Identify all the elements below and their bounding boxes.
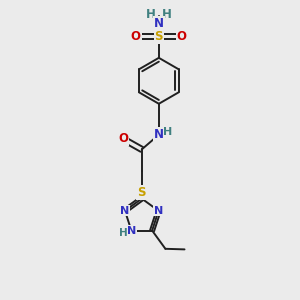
- Text: H: H: [119, 229, 128, 238]
- Text: H: H: [163, 127, 172, 137]
- Text: N: N: [154, 17, 164, 30]
- Text: S: S: [154, 30, 163, 43]
- Text: O: O: [131, 30, 141, 43]
- Text: S: S: [137, 186, 146, 199]
- Text: N: N: [154, 128, 164, 141]
- Text: H: H: [146, 8, 155, 21]
- Text: N: N: [127, 226, 136, 236]
- Text: H: H: [162, 8, 172, 21]
- Text: N: N: [154, 206, 163, 216]
- Text: N: N: [120, 206, 130, 216]
- Text: O: O: [118, 132, 128, 145]
- Text: O: O: [177, 30, 187, 43]
